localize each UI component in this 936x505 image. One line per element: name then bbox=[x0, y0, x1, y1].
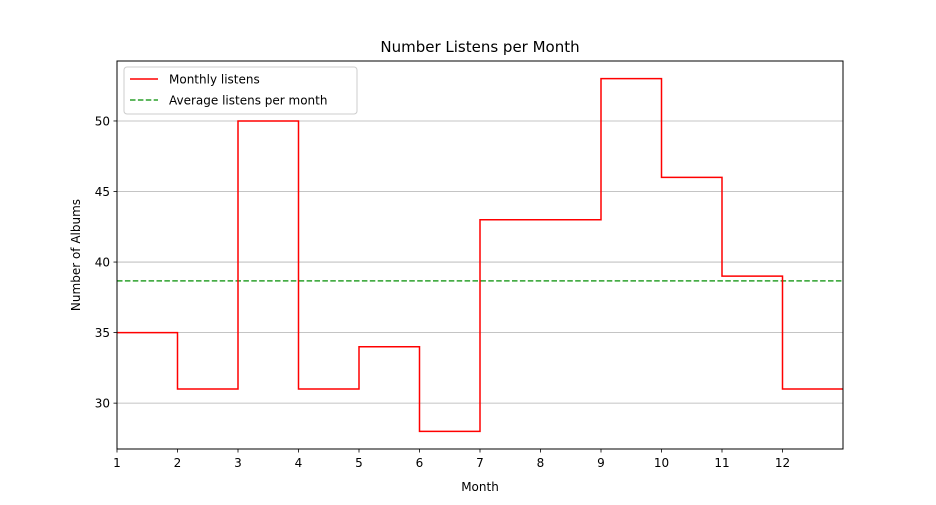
x-tick-label: 1 bbox=[113, 456, 121, 470]
chart-title: Number Listens per Month bbox=[380, 38, 579, 56]
x-tick-label: 9 bbox=[597, 456, 605, 470]
y-axis: 30 35 40 45 50 bbox=[95, 114, 117, 411]
x-tick-label: 3 bbox=[234, 456, 242, 470]
y-axis-label: Number of Albums bbox=[69, 199, 83, 311]
x-tick-label: 8 bbox=[537, 456, 545, 470]
x-tick-label: 2 bbox=[174, 456, 182, 470]
y-tick-label: 45 bbox=[95, 185, 110, 199]
x-tick-label: 7 bbox=[476, 456, 484, 470]
x-axis: 1 2 3 4 5 6 7 8 9 10 11 12 bbox=[113, 449, 790, 470]
y-tick-label: 35 bbox=[95, 326, 110, 340]
monthly-listens-line bbox=[117, 77, 843, 433]
x-tick-label: 10 bbox=[654, 456, 669, 470]
legend-box bbox=[123, 66, 358, 115]
legend-label-monthly-listens: Monthly listens bbox=[169, 73, 260, 87]
y-tick-label: 30 bbox=[95, 397, 110, 411]
y-tick-label: 40 bbox=[95, 256, 110, 270]
legend-label-average-listens: Average listens per month bbox=[169, 94, 327, 108]
x-tick-label: 4 bbox=[295, 456, 303, 470]
x-tick-label: 12 bbox=[775, 456, 790, 470]
series-layer bbox=[117, 77, 843, 433]
x-tick-label: 6 bbox=[416, 456, 424, 470]
y-tick-label: 50 bbox=[95, 114, 110, 128]
x-tick-label: 5 bbox=[355, 456, 363, 470]
x-tick-label: 11 bbox=[714, 456, 729, 470]
legend: Monthly listens Average listens per mont… bbox=[123, 66, 358, 115]
x-axis-label: Month bbox=[461, 480, 499, 494]
